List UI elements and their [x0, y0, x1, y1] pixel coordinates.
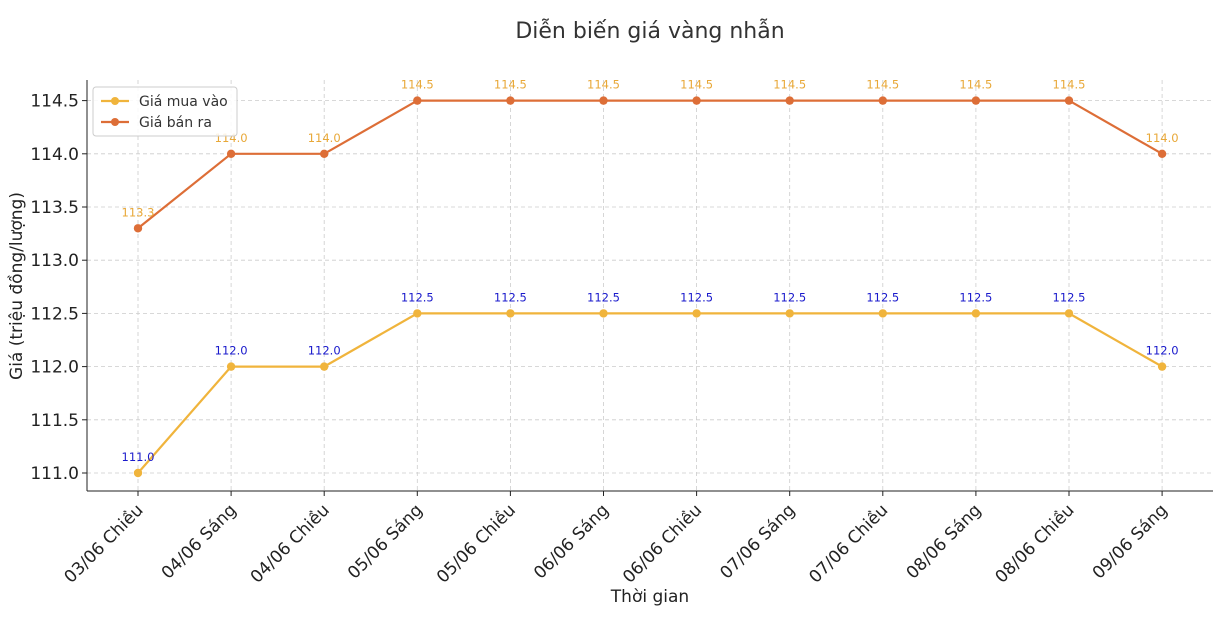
y-tick-label: 113.5	[30, 198, 79, 218]
data-point	[133, 224, 143, 233]
grid-layer	[87, 80, 1213, 491]
data-label: 113.3	[122, 205, 155, 219]
data-label: 112.5	[866, 290, 899, 304]
legend: Giá mua vào Giá bán ra	[92, 86, 238, 137]
data-point	[226, 149, 236, 158]
y-tick-label: 112.5	[30, 304, 79, 324]
data-point	[506, 309, 515, 318]
data-label: 112.5	[401, 290, 434, 304]
x-tick-label: 04/06 Sáng	[158, 500, 241, 583]
data-point	[413, 96, 422, 105]
data-point	[506, 96, 515, 105]
data-label: 114.0	[308, 131, 341, 145]
data-label: 112.5	[680, 290, 713, 304]
data-label: 114.5	[773, 78, 806, 92]
data-label: 114.5	[680, 78, 713, 92]
x-tick-label: 06/06 Sáng	[530, 500, 613, 583]
data-label: 112.5	[1053, 290, 1086, 304]
data-label: 114.5	[401, 78, 434, 92]
x-tick-label: 07/06 Sáng	[716, 500, 799, 583]
x-tick-label: 06/06 Chiều	[618, 500, 706, 588]
data-label: 112.5	[587, 290, 620, 304]
data-label: 112.0	[215, 344, 248, 358]
legend-marker	[111, 97, 119, 105]
x-tick-label: 05/06 Chiều	[432, 500, 520, 588]
data-label: 114.5	[494, 78, 527, 92]
data-point	[785, 309, 794, 318]
data-point	[1064, 309, 1074, 318]
x-tick-label: 04/06 Chiều	[246, 500, 334, 588]
series-layer	[133, 96, 1167, 478]
x-tick-label: 08/06 Chiều	[991, 500, 1079, 588]
y-tick-label: 111.5	[30, 411, 79, 431]
y-tick-label: 111.0	[30, 464, 79, 484]
data-label: 114.5	[959, 78, 992, 92]
data-point	[692, 309, 701, 318]
data-point	[878, 96, 887, 105]
data-point	[971, 309, 981, 318]
data-point	[599, 309, 608, 318]
series-line-1	[137, 312, 1163, 474]
data-label: 114.5	[866, 78, 899, 92]
legend-marker	[111, 118, 119, 126]
data-label: 111.0	[122, 450, 155, 464]
chart-title: Diễn biến giá vàng nhẫn	[515, 18, 784, 44]
data-label: 112.0	[1146, 344, 1179, 358]
data-point	[599, 96, 608, 105]
x-ticks: 03/06 Chiều 04/06 Sáng 04/06 Chiều 05/06 Sá…	[60, 491, 1172, 587]
data-label: 112.5	[773, 290, 806, 304]
data-label: 112.5	[959, 290, 992, 304]
data-point	[133, 468, 143, 478]
data-point	[226, 362, 236, 371]
data-point	[320, 149, 329, 158]
x-tick-label: 08/06 Sáng	[903, 500, 986, 583]
legend-label: Giá mua vào	[139, 94, 228, 110]
data-label: 112.0	[308, 344, 341, 358]
data-label: 114.5	[587, 78, 620, 92]
y-ticks: 111.0 111.5 112.0 112.5 113.0 113.5 114.0 114.5	[30, 92, 87, 484]
data-point	[971, 96, 981, 105]
data-label: 114.5	[1053, 78, 1086, 92]
data-point	[413, 309, 422, 318]
data-point	[692, 96, 701, 105]
data-label: 114.0	[1146, 131, 1179, 145]
y-tick-label: 113.0	[30, 251, 79, 271]
data-labels: 111.0 112.0 112.0 112.5 112.5 112.5 112.5 112.5…	[122, 78, 1179, 464]
legend-label: Giá bán ra	[139, 115, 212, 131]
legend-box	[92, 86, 238, 137]
data-point	[1157, 149, 1167, 158]
axes-layer	[86, 80, 1213, 492]
data-label: 112.5	[494, 290, 527, 304]
y-axis-label: Giá (triệu đồng/lượng)	[6, 192, 27, 380]
data-point	[320, 362, 329, 371]
data-point	[785, 96, 794, 105]
x-tick-label: 09/06 Sáng	[1089, 500, 1172, 583]
series-line-2	[137, 99, 1163, 230]
x-tick-label: 03/06 Chiều	[60, 500, 148, 588]
y-tick-label: 114.0	[30, 145, 79, 165]
x-tick-label: 07/06 Chiều	[805, 500, 893, 588]
y-tick-label: 112.0	[30, 358, 79, 378]
data-point	[1064, 96, 1074, 105]
data-point	[878, 309, 887, 318]
x-tick-label: 05/06 Sáng	[344, 500, 427, 583]
y-tick-label: 114.5	[30, 92, 79, 112]
x-axis-label: Thời gian	[610, 587, 689, 607]
data-point	[1157, 362, 1167, 371]
